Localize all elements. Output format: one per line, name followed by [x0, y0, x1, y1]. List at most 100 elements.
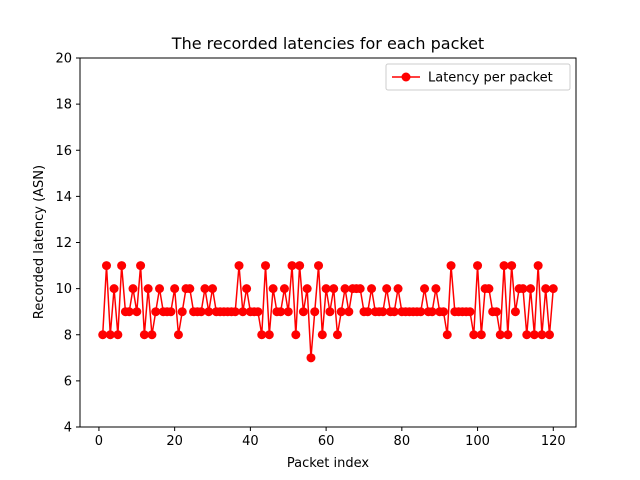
x-tick-label: 40: [242, 434, 259, 449]
y-tick-label: 16: [55, 144, 72, 159]
data-point: [548, 284, 558, 294]
data-point: [185, 284, 195, 294]
plot-area: [80, 58, 576, 427]
data-point: [393, 284, 403, 294]
data-point: [166, 307, 176, 317]
data-point: [132, 307, 142, 317]
data-point: [446, 261, 456, 271]
data-point: [124, 307, 134, 317]
data-point: [109, 284, 119, 294]
data-point: [544, 330, 554, 340]
y-axis-ticks: 4 6 8 10 12 14 16 18 20: [55, 52, 80, 436]
data-point: [336, 307, 346, 317]
x-tick-label: 120: [541, 434, 566, 449]
data-point: [533, 261, 543, 271]
data-point: [117, 261, 127, 271]
legend-marker-swatch: [401, 72, 411, 82]
data-point: [340, 284, 350, 294]
data-point: [438, 307, 448, 317]
data-point: [283, 307, 293, 317]
data-point: [431, 284, 441, 294]
data-point: [143, 284, 153, 294]
data-point: [177, 307, 187, 317]
data-point: [268, 284, 278, 294]
data-point: [155, 284, 165, 294]
x-axis-title: Packet index: [287, 456, 370, 471]
data-point: [276, 307, 286, 317]
x-tick-label: 100: [465, 434, 490, 449]
data-point: [344, 307, 354, 317]
data-point: [234, 261, 244, 271]
data-point: [230, 307, 240, 317]
data-point: [306, 353, 316, 363]
data-point: [495, 330, 505, 340]
y-tick-label: 14: [55, 190, 72, 205]
data-point: [261, 261, 271, 271]
data-point: [113, 330, 123, 340]
data-point: [332, 330, 342, 340]
data-point: [170, 284, 180, 294]
data-point: [518, 284, 528, 294]
data-point: [302, 284, 312, 294]
y-tick-label: 8: [64, 328, 72, 343]
data-point: [102, 261, 112, 271]
data-point: [476, 330, 486, 340]
series-layer: [98, 261, 558, 363]
data-point: [314, 261, 324, 271]
data-point: [173, 330, 183, 340]
data-point: [367, 284, 377, 294]
data-point: [427, 307, 437, 317]
data-point: [442, 330, 452, 340]
data-point: [529, 330, 539, 340]
data-point: [295, 261, 305, 271]
data-point: [317, 330, 327, 340]
y-tick-label: 10: [55, 282, 72, 297]
x-tick-label: 0: [95, 434, 103, 449]
y-axis-title: Recorded latency (ASN): [32, 165, 47, 319]
data-point: [139, 330, 149, 340]
data-point: [147, 330, 157, 340]
data-point: [541, 284, 551, 294]
data-point: [510, 307, 520, 317]
data-point: [526, 284, 536, 294]
x-tick-label: 60: [318, 434, 335, 449]
x-axis-ticks: 0 20 40 60 80 100 120: [95, 427, 566, 449]
y-tick-label: 12: [55, 236, 72, 251]
x-tick-label: 80: [394, 434, 411, 449]
data-point: [499, 261, 509, 271]
data-point: [503, 330, 513, 340]
data-point: [253, 307, 263, 317]
data-point: [310, 307, 320, 317]
data-point: [200, 284, 210, 294]
data-point: [98, 330, 108, 340]
data-point: [128, 284, 138, 294]
data-point: [151, 307, 161, 317]
data-point: [196, 307, 206, 317]
x-tick-label: 20: [166, 434, 183, 449]
data-point: [416, 307, 426, 317]
y-tick-label: 18: [55, 98, 72, 113]
data-point: [465, 307, 475, 317]
data-point: [287, 261, 297, 271]
data-point: [389, 307, 399, 317]
data-point: [257, 330, 267, 340]
legend-box: [385, 63, 571, 91]
y-tick-label: 20: [55, 52, 72, 67]
data-point: [291, 330, 301, 340]
data-point: [238, 307, 248, 317]
data-point: [522, 330, 532, 340]
y-tick-label: 6: [64, 374, 72, 389]
data-point: [537, 330, 547, 340]
y-tick-label: 4: [64, 421, 72, 436]
data-point: [279, 284, 289, 294]
legend: Latency per packet: [385, 63, 571, 91]
data-point: [208, 284, 218, 294]
data-point: [105, 330, 115, 340]
data-point: [363, 307, 373, 317]
data-point: [469, 330, 479, 340]
data-point: [329, 284, 339, 294]
data-point: [355, 284, 365, 294]
data-point: [264, 330, 274, 340]
data-point: [507, 261, 517, 271]
